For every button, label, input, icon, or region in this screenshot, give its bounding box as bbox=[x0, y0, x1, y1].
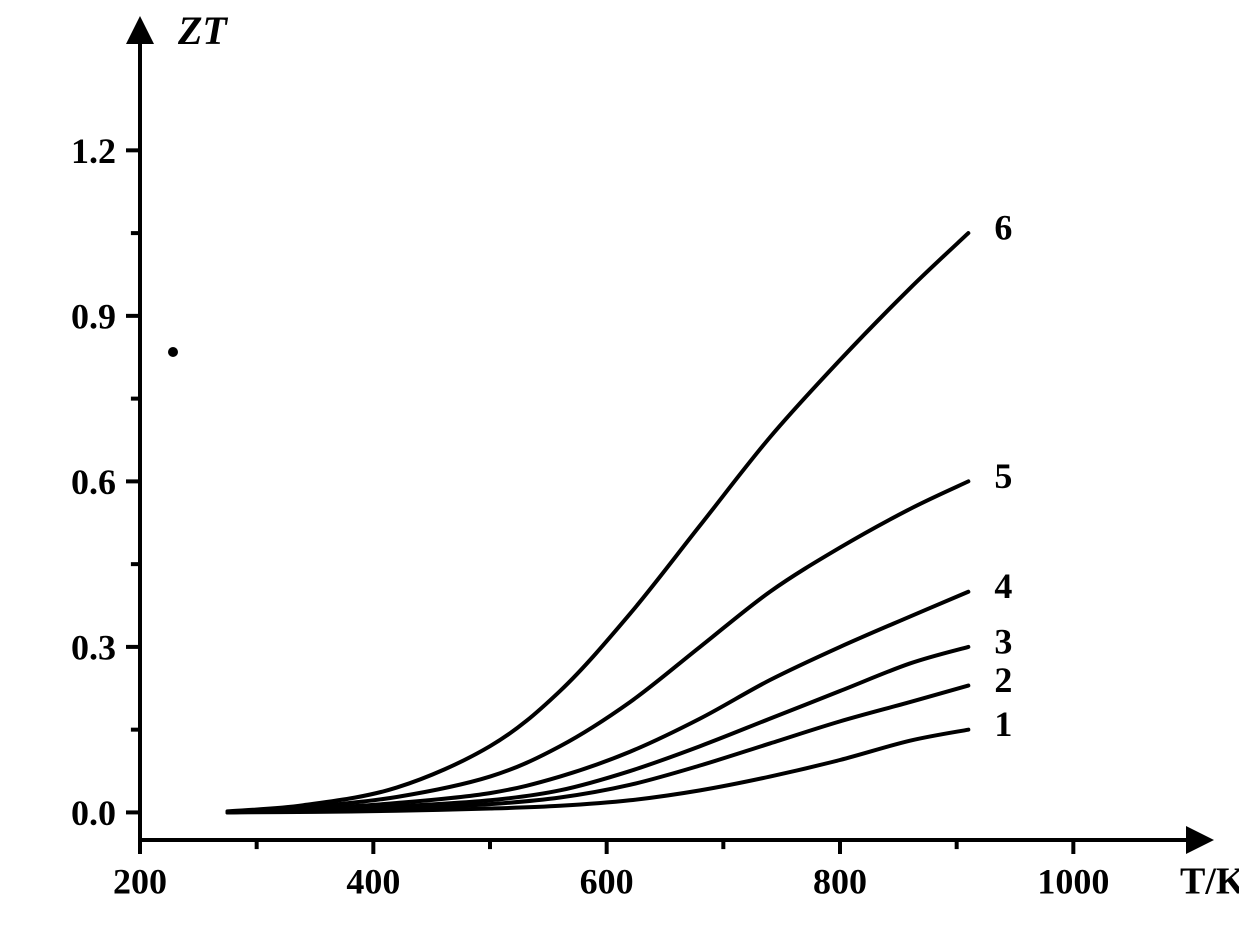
y-axis-label: ZT bbox=[177, 8, 228, 53]
series-label-6: 6 bbox=[994, 208, 1012, 248]
series-line-3 bbox=[228, 647, 969, 813]
y-tick-label: 0.3 bbox=[71, 627, 116, 667]
series-label-5: 5 bbox=[994, 456, 1012, 496]
x-tick-label: 800 bbox=[813, 862, 867, 902]
x-tick-label: 600 bbox=[580, 862, 634, 902]
chart-svg: 200 400 600 800 1000 0.0 0.3 0.6 0.9 1.2 ZT T/K 123 4… bbox=[0, 0, 1239, 932]
y-tick-label: 0.6 bbox=[71, 462, 116, 502]
y-tick-label: 0.0 bbox=[71, 793, 116, 833]
x-tick-label: 400 bbox=[346, 862, 400, 902]
x-tick-label: 200 bbox=[113, 862, 167, 902]
x-axis-label: T/K bbox=[1180, 861, 1239, 903]
x-tick-label: 1000 bbox=[1037, 862, 1109, 902]
y-tick-label: 1.2 bbox=[71, 131, 116, 171]
stray-dot bbox=[168, 347, 178, 357]
series-label-1: 1 bbox=[994, 704, 1012, 744]
zt-vs-t-chart: 200 400 600 800 1000 0.0 0.3 0.6 0.9 1.2 ZT T/K 123 4… bbox=[0, 0, 1239, 932]
series-label-4: 4 bbox=[994, 566, 1012, 606]
series-label-3: 3 bbox=[994, 621, 1012, 661]
series-line-2 bbox=[228, 686, 969, 813]
series-label-2: 2 bbox=[994, 660, 1012, 700]
y-tick-label: 0.9 bbox=[71, 296, 116, 336]
